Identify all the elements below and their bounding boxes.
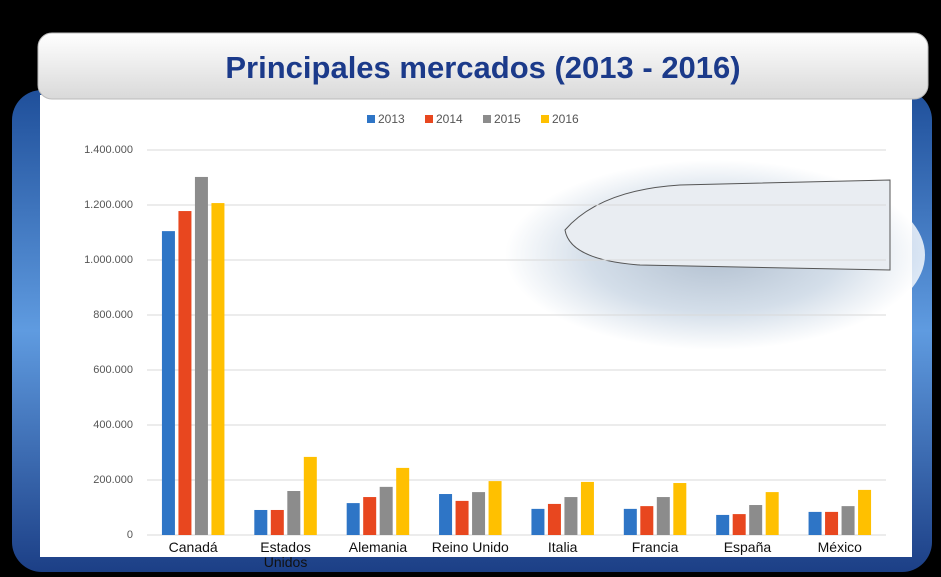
x-tick-label: Canadá — [151, 540, 235, 555]
bar — [809, 512, 822, 535]
legend-label: 2013 — [378, 112, 405, 126]
bar — [624, 509, 637, 535]
bar — [304, 457, 317, 535]
bar — [825, 512, 838, 535]
y-tick-label: 200.000 — [93, 474, 133, 486]
y-tick-label: 1.400.000 — [84, 144, 133, 156]
bar — [456, 501, 469, 535]
bar — [162, 231, 175, 535]
x-tick-label: Francia — [613, 540, 697, 555]
bar — [842, 506, 855, 535]
bar — [178, 211, 191, 535]
y-tick-label: 800.000 — [93, 309, 133, 321]
legend-swatch — [483, 115, 491, 123]
x-tick-label: Alemania — [336, 540, 420, 555]
bar — [472, 492, 485, 535]
bar — [347, 503, 360, 535]
bar — [716, 515, 729, 535]
bar — [195, 177, 208, 535]
bar — [211, 203, 224, 535]
x-tick-label: México — [798, 540, 882, 555]
y-tick-label: 1.000.000 — [84, 254, 133, 266]
bar — [271, 510, 284, 535]
chart-title: Principales mercados (2013 - 2016) — [225, 50, 740, 85]
bar — [380, 487, 393, 535]
x-tick-label: España — [705, 540, 789, 555]
bar — [396, 468, 409, 535]
bar — [673, 483, 686, 535]
x-tick-label: Italia — [521, 540, 605, 555]
bar — [733, 514, 746, 535]
bar — [640, 506, 653, 535]
legend-label: 2014 — [436, 112, 463, 126]
bar — [548, 504, 561, 535]
y-tick-label: 0 — [127, 529, 133, 541]
legend-swatch — [367, 115, 375, 123]
bar — [657, 497, 670, 535]
legend-label: 2016 — [552, 112, 579, 126]
bar — [489, 481, 502, 535]
x-tick-label: Estados Unidos — [244, 540, 328, 570]
bar — [439, 494, 452, 535]
slide: Principales mercados (2013 - 2016) 0 200.… — [0, 0, 941, 577]
y-tick-label: 600.000 — [93, 364, 133, 376]
bar — [581, 482, 594, 535]
bar — [254, 510, 267, 535]
bar — [531, 509, 544, 535]
y-tick-label: 400.000 — [93, 419, 133, 431]
chart: Principales mercados (2013 - 2016) 0 200.… — [0, 0, 941, 577]
legend-swatch — [541, 115, 549, 123]
bar — [363, 497, 376, 535]
bar — [858, 490, 871, 535]
x-tick-label: Reino Unido — [428, 540, 512, 555]
y-tick-label: 1.200.000 — [84, 199, 133, 211]
legend-label: 2015 — [494, 112, 521, 126]
bar — [287, 491, 300, 535]
bar — [749, 505, 762, 535]
bar — [766, 492, 779, 535]
bar — [564, 497, 577, 535]
legend-swatch — [425, 115, 433, 123]
